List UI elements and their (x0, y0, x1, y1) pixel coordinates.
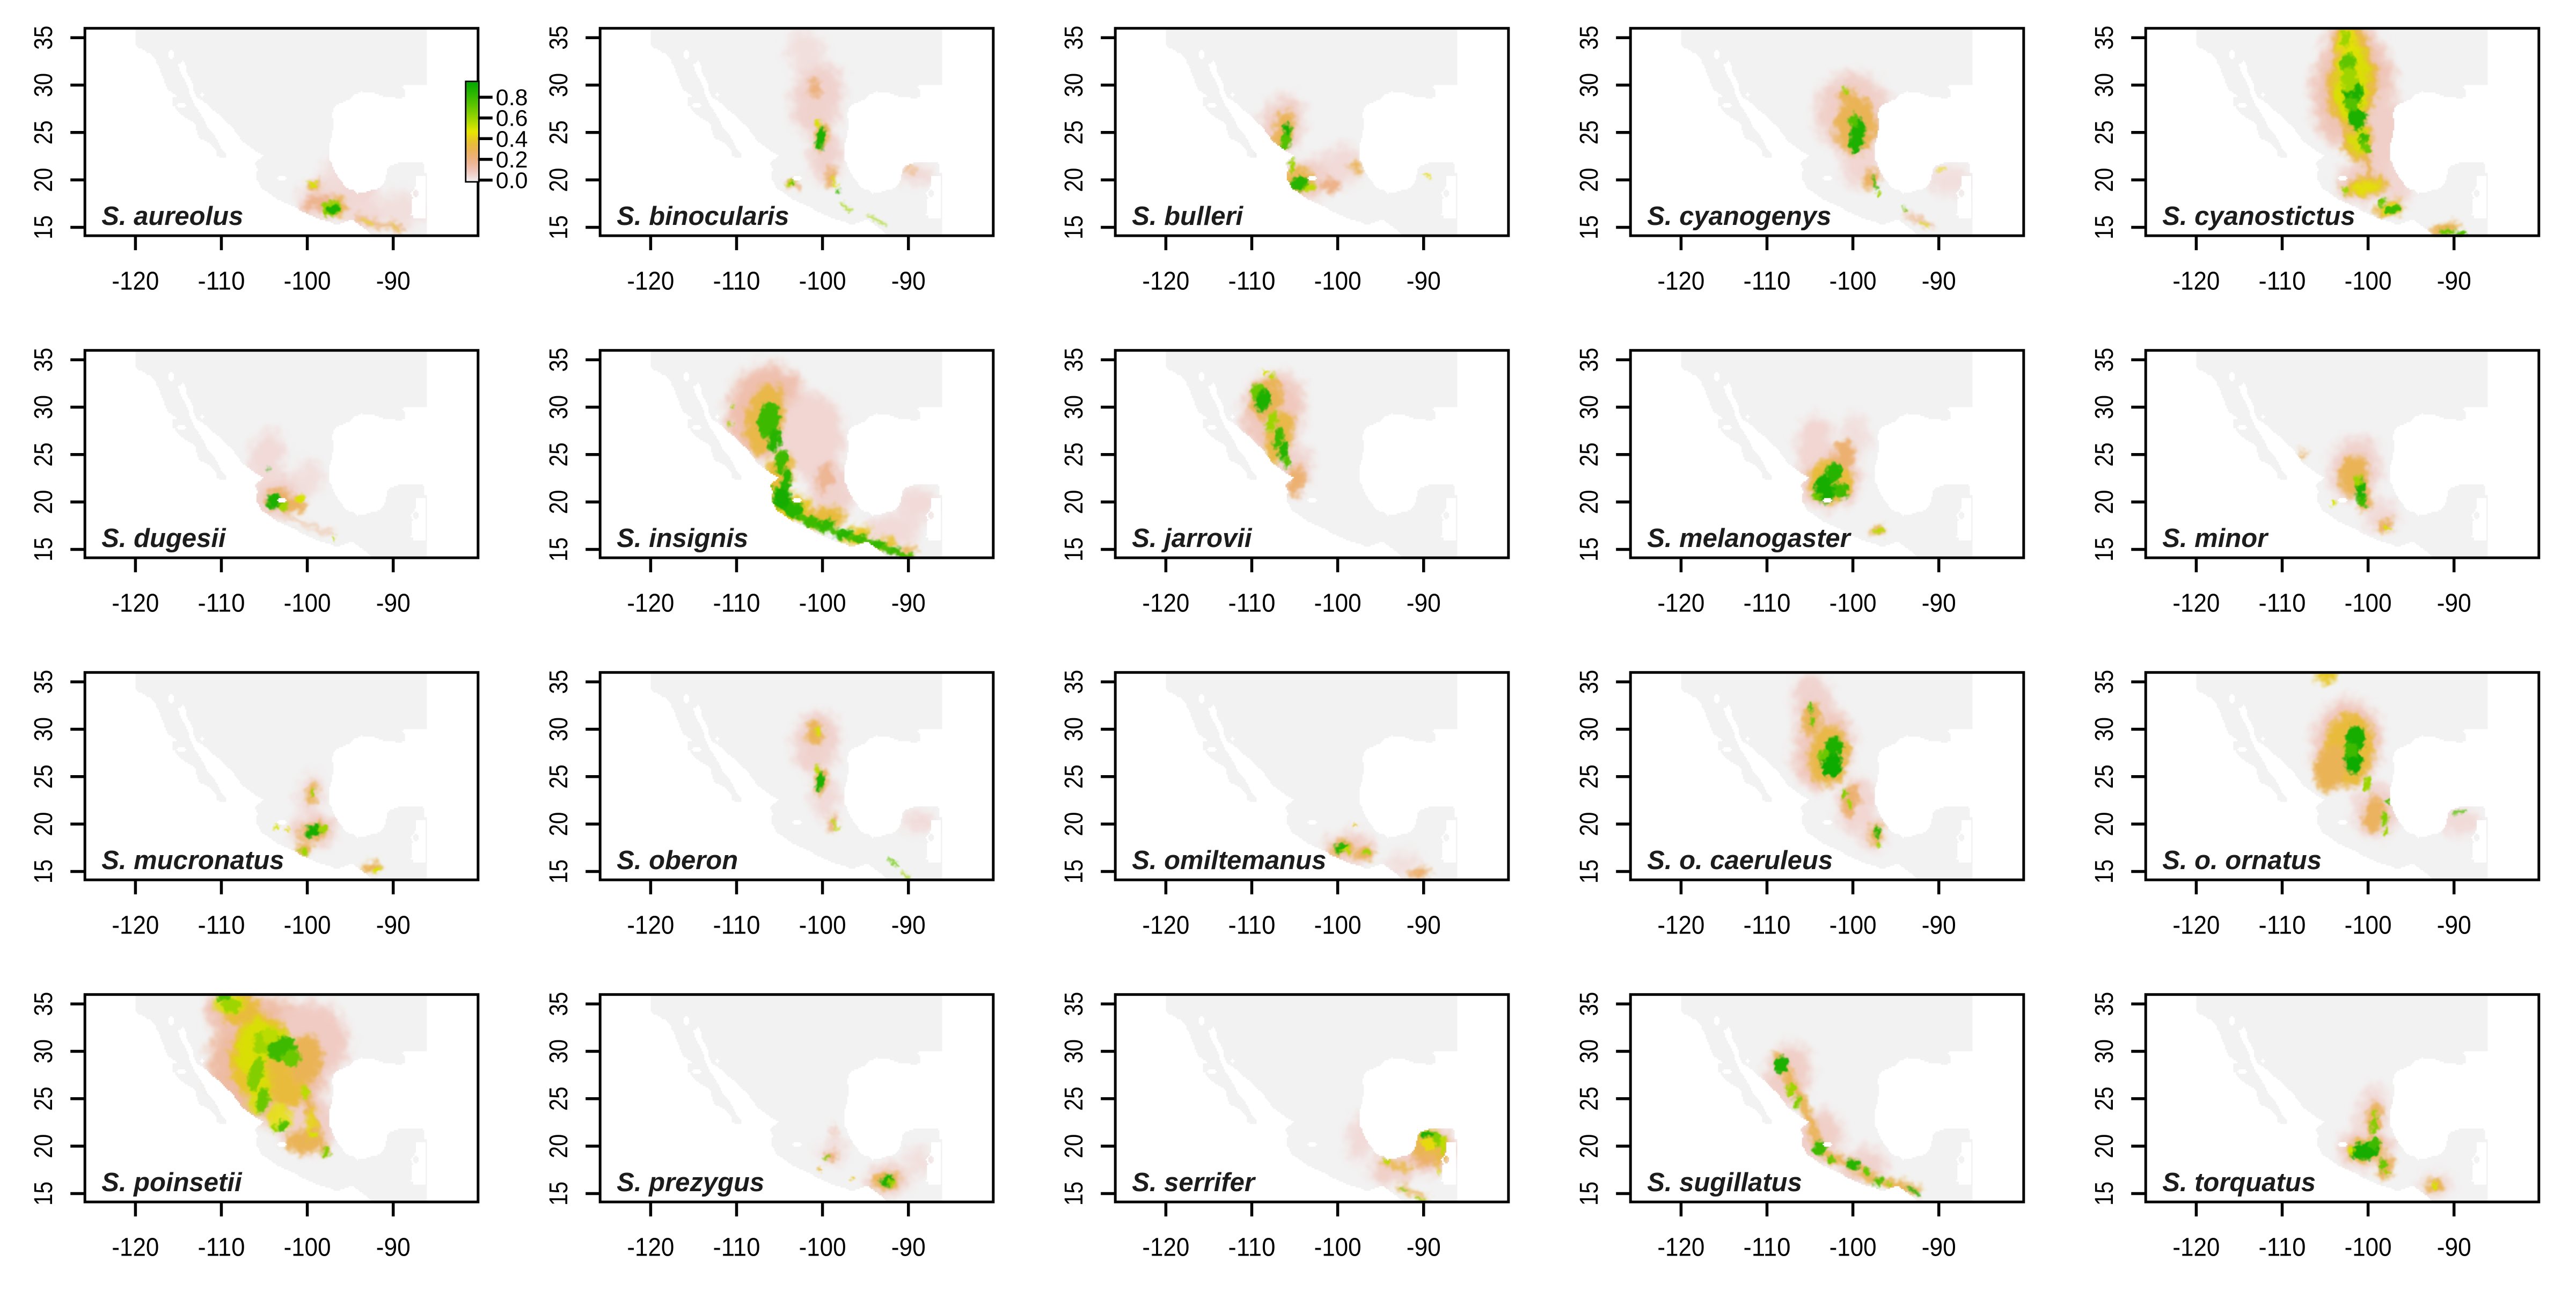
svg-text:0.0: 0.0 (496, 168, 528, 194)
svg-text:S. mucronatus: S. mucronatus (101, 846, 284, 875)
svg-text:S. torquatus: S. torquatus (2162, 1168, 2316, 1197)
svg-text:S. poinsetii: S. poinsetii (101, 1168, 243, 1197)
svg-text:S. sugillatus: S. sugillatus (1647, 1168, 1802, 1197)
svg-text:S. dugesii: S. dugesii (101, 524, 226, 553)
svg-text:S. cyanogenys: S. cyanogenys (1647, 202, 1831, 231)
svg-text:S. omiltemanus: S. omiltemanus (1132, 846, 1326, 875)
svg-text:S. o. ornatus: S. o. ornatus (2162, 846, 2322, 875)
svg-text:S. melanogaster: S. melanogaster (1647, 524, 1851, 553)
svg-text:S. oberon: S. oberon (617, 846, 738, 875)
svg-text:S. insignis: S. insignis (617, 524, 748, 553)
svg-text:S. cyanostictus: S. cyanostictus (2162, 202, 2355, 231)
svg-text:S. bulleri: S. bulleri (1132, 202, 1243, 231)
svg-text:0.2: 0.2 (496, 147, 528, 173)
svg-text:S. minor: S. minor (2162, 524, 2269, 553)
svg-text:S. binocularis: S. binocularis (617, 202, 789, 231)
svg-text:S. jarrovii: S. jarrovii (1132, 524, 1253, 553)
svg-text:S. o. caeruleus: S. o. caeruleus (1647, 846, 1833, 875)
svg-text:S. serrifer: S. serrifer (1132, 1168, 1256, 1197)
svg-text:S. prezygus: S. prezygus (617, 1168, 764, 1197)
svg-text:0.4: 0.4 (496, 126, 528, 152)
svg-text:0.8: 0.8 (496, 85, 528, 111)
svg-text:0.6: 0.6 (496, 106, 528, 132)
svg-text:S. aureolus: S. aureolus (101, 202, 243, 231)
